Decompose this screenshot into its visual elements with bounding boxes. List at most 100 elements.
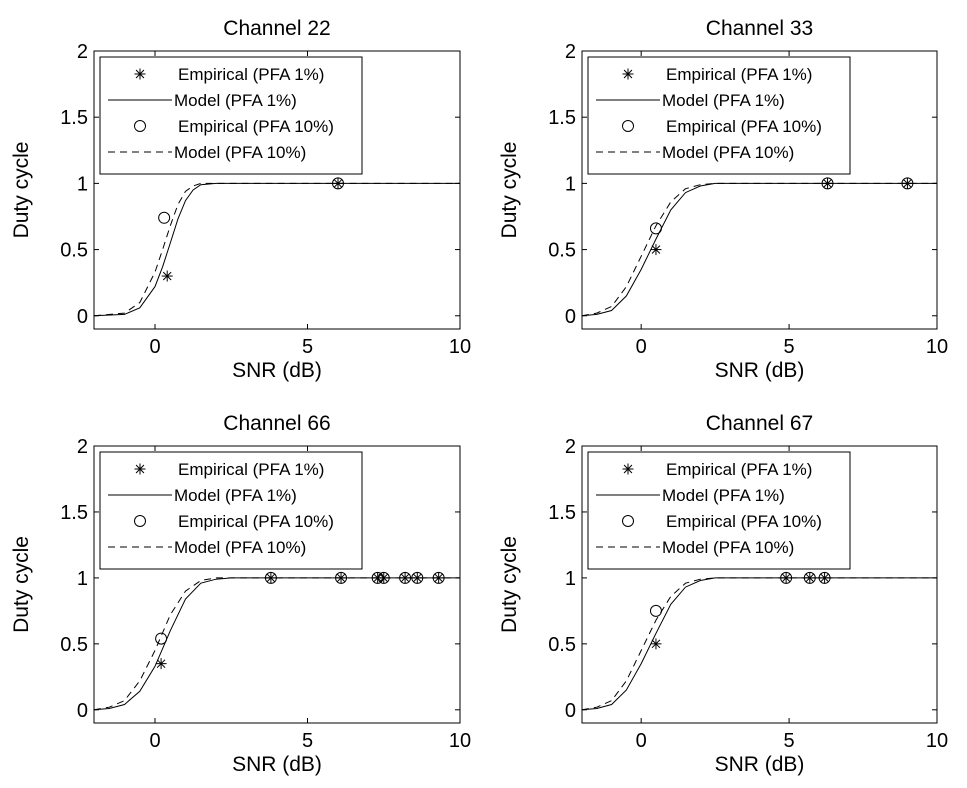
plot-area [94, 177, 460, 317]
x-tick-label: 0 [636, 336, 647, 358]
x-tick-label: 0 [149, 336, 160, 358]
y-tick-label: 1 [565, 173, 576, 195]
y-tick-label: 2 [77, 436, 88, 458]
y-tick-label: 1.5 [60, 502, 88, 524]
legend-label: Model (PFA 1%) [662, 486, 785, 505]
legend-label: Model (PFA 10%) [174, 538, 306, 557]
empirical-point-pfa10 [649, 604, 662, 617]
x-tick-label: 5 [302, 730, 313, 752]
legend-box [587, 451, 851, 570]
y-tick-label: 0 [565, 700, 576, 722]
legend-circle-symbol [134, 515, 146, 527]
axes-box [93, 50, 461, 330]
legend-asterisk-symbol [134, 463, 146, 475]
x-tick-label: 5 [302, 336, 313, 358]
model-line-pfa1 [582, 182, 937, 317]
chart-panel-2: Channel 33 0 5 10 0 0.5 1 1.5 2 SNR (dB) Duty cycl… [498, 17, 948, 382]
legend: Empirical (PFA 1%) Model (PFA 1%) Empirica… [99, 56, 363, 175]
empirical-point-pfa10 [335, 571, 348, 584]
y-tick-label: 2 [565, 41, 576, 63]
legend-asterisk-symbol [622, 463, 634, 475]
legend-asterisk-symbol [134, 68, 146, 80]
y-tick-label: 2 [565, 436, 576, 458]
legend-label: Empirical (PFA 1%) [178, 460, 324, 479]
model-line-pfa10 [582, 182, 937, 317]
legend-label: Empirical (PFA 10%) [178, 117, 334, 136]
legend-label: Empirical (PFA 10%) [666, 512, 822, 531]
x-tick-label: 10 [449, 336, 471, 358]
y-tick-label: 0 [77, 306, 88, 328]
x-tick-label: 10 [449, 730, 471, 752]
legend-label: Empirical (PFA 10%) [178, 512, 334, 531]
legend-label: Empirical (PFA 1%) [666, 460, 812, 479]
chart-title: Channel 66 [223, 412, 330, 435]
x-tick-label: 5 [784, 336, 795, 358]
legend-label: Model (PFA 10%) [662, 538, 794, 557]
model-line-pfa10 [94, 577, 460, 711]
model-line-pfa10 [582, 577, 937, 711]
y-tick-label: 1 [77, 568, 88, 590]
empirical-point-pfa1 [161, 270, 173, 282]
x-axis-label: SNR (dB) [232, 753, 322, 776]
legend-box [587, 56, 851, 175]
axes-box [93, 445, 461, 724]
y-tick-label: 0 [77, 700, 88, 722]
y-tick-label: 2 [77, 41, 88, 63]
y-axis-label: Duty cycle [498, 536, 521, 633]
model-line-pfa1 [582, 577, 937, 711]
empirical-point-pfa1 [155, 658, 167, 670]
empirical-point-pfa10 [158, 211, 171, 224]
legend-label: Model (PFA 10%) [174, 143, 306, 162]
legend-circle-symbol [134, 120, 146, 132]
legend-circle-symbol [622, 120, 634, 132]
legend-circle-symbol [622, 515, 634, 527]
empirical-point-pfa1 [650, 638, 662, 650]
y-axis-label: Duty cycle [10, 142, 33, 239]
y-tick-label: 1 [565, 568, 576, 590]
chart-title: Channel 22 [223, 17, 330, 40]
y-tick-label: 1.5 [60, 107, 88, 129]
y-tick-label: 1 [77, 173, 88, 195]
chart-panel-3: Channel 66 0 5 10 0 0.5 1 1.5 2 SNR (dB) Duty cycl… [10, 412, 471, 776]
empirical-point-pfa10 [155, 632, 168, 645]
y-tick-label: 0.5 [60, 240, 88, 262]
chart-title: Channel 33 [706, 17, 813, 40]
empirical-point-pfa10 [649, 222, 662, 235]
legend-label: Empirical (PFA 1%) [178, 65, 324, 84]
legend-label: Model (PFA 1%) [174, 486, 297, 505]
axes-box [581, 445, 938, 724]
y-tick-label: 0.5 [548, 240, 576, 262]
model-line-pfa10 [94, 182, 460, 317]
model-line-pfa1 [94, 577, 460, 711]
x-axis-label: SNR (dB) [232, 359, 322, 382]
empirical-point-pfa10 [821, 177, 834, 190]
x-tick-label: 0 [636, 730, 647, 752]
legend: Empirical (PFA 1%) Model (PFA 1%) Empirica… [587, 56, 851, 175]
legend: Empirical (PFA 1%) Model (PFA 1%) Empirica… [587, 451, 851, 570]
y-axis-label: Duty cycle [10, 536, 33, 633]
legend-label: Model (PFA 1%) [662, 91, 785, 110]
chart-title: Channel 67 [706, 412, 813, 435]
x-tick-label: 0 [149, 730, 160, 752]
y-tick-label: 0.5 [60, 634, 88, 656]
y-tick-label: 1.5 [548, 107, 576, 129]
y-tick-label: 0 [565, 306, 576, 328]
x-tick-label: 5 [784, 730, 795, 752]
axes-box [581, 50, 938, 330]
legend: Empirical (PFA 1%) Model (PFA 1%) Empirica… [99, 451, 363, 570]
legend-label: Model (PFA 10%) [662, 143, 794, 162]
plot-area [94, 571, 460, 711]
y-tick-label: 0.5 [548, 634, 576, 656]
x-axis-label: SNR (dB) [715, 753, 805, 776]
legend-label: Empirical (PFA 10%) [666, 117, 822, 136]
legend-asterisk-symbol [622, 68, 634, 80]
legend-box [99, 56, 363, 175]
plot-area [582, 177, 937, 317]
legend-box [99, 451, 363, 570]
plot-area [582, 571, 937, 711]
y-tick-label: 1.5 [548, 502, 576, 524]
model-line-pfa1 [94, 182, 460, 317]
legend-label: Model (PFA 1%) [174, 91, 297, 110]
chart-panel-4: Channel 67 0 5 10 0 0.5 1 1.5 2 SNR (dB) Duty cycl… [498, 412, 948, 776]
